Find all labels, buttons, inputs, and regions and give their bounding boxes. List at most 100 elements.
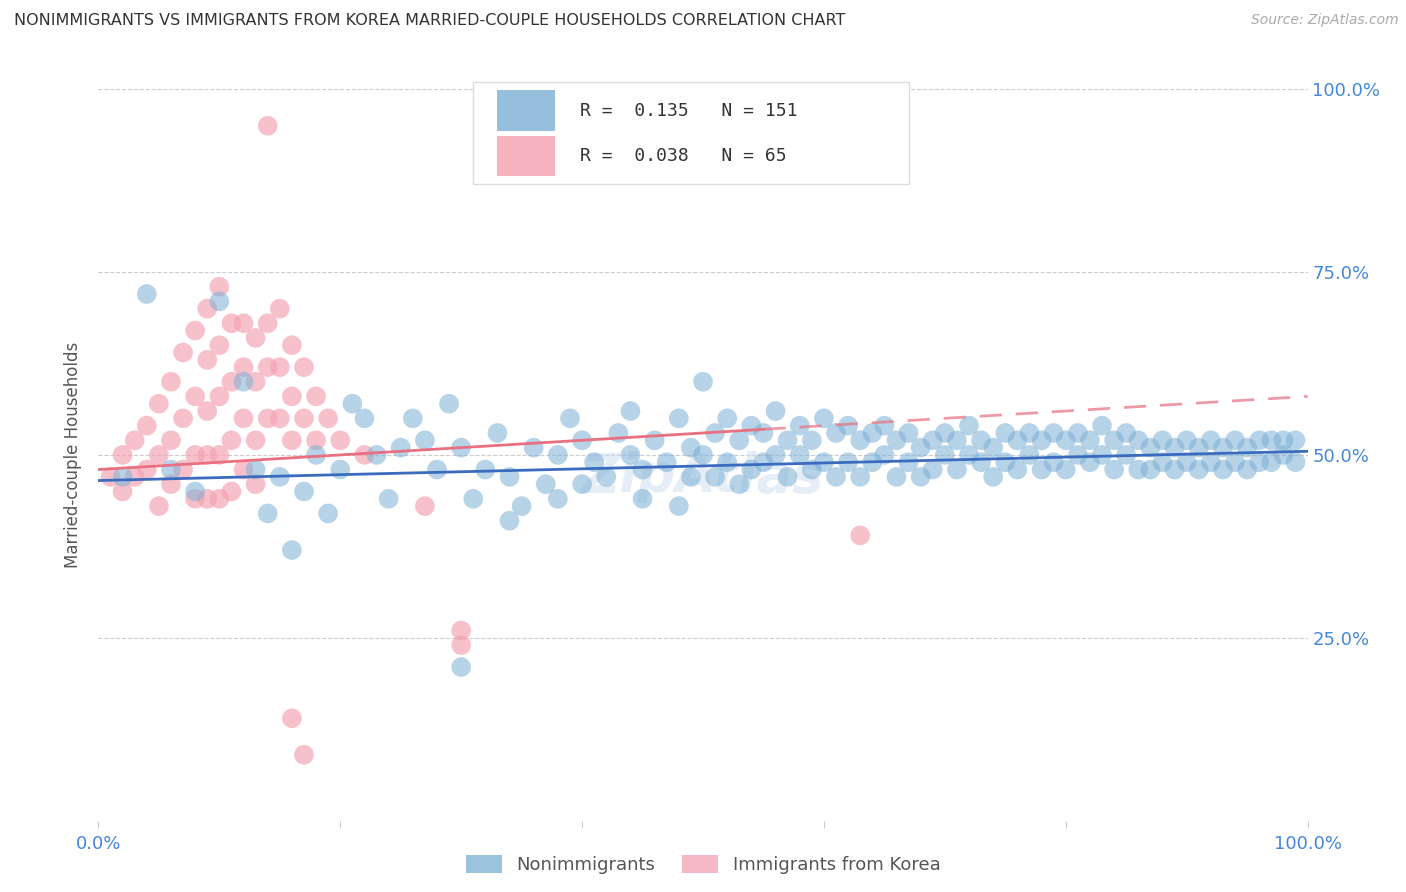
Immigrants from Korea: [305, 434, 328, 448]
Immigrants from Korea: [195, 352, 218, 367]
Nonimmigrants: [752, 425, 775, 440]
Y-axis label: Married-couple Households: Married-couple Households: [65, 342, 83, 568]
Nonimmigrants: [970, 455, 993, 469]
Nonimmigrants: [631, 491, 654, 506]
Immigrants from Korea: [221, 316, 243, 330]
Nonimmigrants: [208, 294, 231, 309]
Nonimmigrants: [1102, 462, 1125, 476]
Nonimmigrants: [1139, 441, 1161, 455]
Immigrants from Korea: [269, 301, 291, 316]
Nonimmigrants: [1223, 434, 1246, 448]
Nonimmigrants: [679, 441, 702, 455]
Immigrants from Korea: [232, 411, 254, 425]
Nonimmigrants: [1163, 441, 1185, 455]
Immigrants from Korea: [172, 345, 194, 359]
Nonimmigrants: [692, 448, 714, 462]
Immigrants from Korea: [450, 638, 472, 652]
Immigrants from Korea: [135, 462, 157, 476]
Nonimmigrants: [1042, 425, 1064, 440]
Nonimmigrants: [377, 491, 399, 506]
Immigrants from Korea: [245, 375, 267, 389]
Nonimmigrants: [886, 470, 908, 484]
Immigrants from Korea: [148, 448, 170, 462]
Nonimmigrants: [1054, 462, 1077, 476]
Nonimmigrants: [765, 448, 787, 462]
Nonimmigrants: [910, 470, 932, 484]
Nonimmigrants: [668, 411, 690, 425]
Nonimmigrants: [1249, 434, 1271, 448]
Immigrants from Korea: [195, 448, 218, 462]
Nonimmigrants: [981, 441, 1004, 455]
Nonimmigrants: [981, 470, 1004, 484]
Nonimmigrants: [704, 470, 727, 484]
Immigrants from Korea: [208, 338, 231, 352]
Immigrants from Korea: [124, 434, 146, 448]
Nonimmigrants: [583, 455, 606, 469]
Nonimmigrants: [256, 507, 278, 521]
Nonimmigrants: [292, 484, 315, 499]
Nonimmigrants: [1188, 441, 1211, 455]
Nonimmigrants: [1042, 455, 1064, 469]
Nonimmigrants: [886, 434, 908, 448]
Immigrants from Korea: [160, 477, 183, 491]
Nonimmigrants: [1115, 425, 1137, 440]
Nonimmigrants: [232, 375, 254, 389]
Nonimmigrants: [994, 455, 1017, 469]
Immigrants from Korea: [208, 389, 231, 403]
Immigrants from Korea: [292, 360, 315, 375]
Nonimmigrants: [1091, 418, 1114, 433]
Nonimmigrants: [825, 425, 848, 440]
Immigrants from Korea: [269, 360, 291, 375]
Nonimmigrants: [1212, 441, 1234, 455]
Nonimmigrants: [1018, 448, 1040, 462]
Nonimmigrants: [1018, 425, 1040, 440]
Nonimmigrants: [873, 448, 896, 462]
Nonimmigrants: [1236, 441, 1258, 455]
Nonimmigrants: [437, 397, 460, 411]
Nonimmigrants: [692, 375, 714, 389]
Nonimmigrants: [631, 462, 654, 476]
Nonimmigrants: [1078, 455, 1101, 469]
Immigrants from Korea: [172, 411, 194, 425]
Nonimmigrants: [946, 434, 969, 448]
Immigrants from Korea: [305, 389, 328, 403]
Immigrants from Korea: [281, 434, 304, 448]
Nonimmigrants: [655, 455, 678, 469]
Immigrants from Korea: [160, 434, 183, 448]
Immigrants from Korea: [281, 389, 304, 403]
Nonimmigrants: [571, 477, 593, 491]
Nonimmigrants: [111, 470, 134, 484]
FancyBboxPatch shape: [474, 82, 908, 185]
Nonimmigrants: [934, 425, 956, 440]
Immigrants from Korea: [221, 484, 243, 499]
Immigrants from Korea: [124, 470, 146, 484]
Immigrants from Korea: [221, 434, 243, 448]
Nonimmigrants: [353, 411, 375, 425]
Immigrants from Korea: [245, 331, 267, 345]
Nonimmigrants: [1284, 434, 1306, 448]
Immigrants from Korea: [111, 484, 134, 499]
Nonimmigrants: [305, 448, 328, 462]
Nonimmigrants: [1249, 455, 1271, 469]
Immigrants from Korea: [208, 279, 231, 293]
Immigrants from Korea: [329, 434, 352, 448]
Immigrants from Korea: [184, 491, 207, 506]
Nonimmigrants: [716, 455, 738, 469]
Immigrants from Korea: [413, 499, 436, 513]
Nonimmigrants: [728, 434, 751, 448]
Nonimmigrants: [1272, 448, 1295, 462]
Nonimmigrants: [1139, 462, 1161, 476]
Nonimmigrants: [619, 404, 641, 418]
Nonimmigrants: [934, 448, 956, 462]
Nonimmigrants: [1067, 425, 1090, 440]
Nonimmigrants: [921, 462, 943, 476]
Nonimmigrants: [547, 448, 569, 462]
Nonimmigrants: [813, 455, 835, 469]
Nonimmigrants: [402, 411, 425, 425]
Nonimmigrants: [1067, 448, 1090, 462]
Nonimmigrants: [921, 434, 943, 448]
Nonimmigrants: [860, 425, 883, 440]
Nonimmigrants: [281, 543, 304, 558]
Nonimmigrants: [994, 425, 1017, 440]
Nonimmigrants: [1284, 455, 1306, 469]
